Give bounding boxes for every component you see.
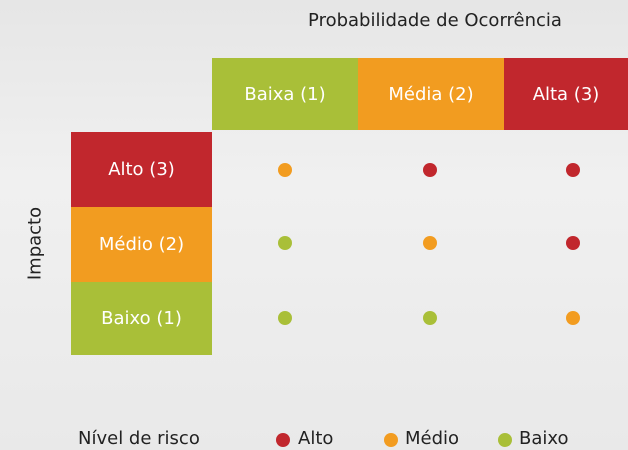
risk-dot — [423, 236, 437, 250]
legend-dot — [384, 433, 398, 447]
risk-dot — [423, 163, 437, 177]
row-header: Médio (2) — [71, 207, 212, 282]
risk-matrix: Probabilidade de Ocorrência Impacto Níve… — [0, 0, 628, 450]
legend-label: Alto — [298, 428, 333, 449]
risk-dot — [566, 236, 580, 250]
axis-label: Impacto — [25, 207, 46, 281]
risk-dot — [278, 236, 292, 250]
legend-dot — [276, 433, 290, 447]
legend-title: Nível de risco — [78, 428, 200, 449]
column-header: Alta (3) — [504, 58, 628, 130]
risk-dot — [423, 311, 437, 325]
column-header: Baixa (1) — [212, 58, 358, 130]
column-header: Média (2) — [358, 58, 504, 130]
legend-dot — [498, 433, 512, 447]
risk-dot — [278, 311, 292, 325]
risk-dot — [566, 311, 580, 325]
legend-label: Médio — [405, 428, 459, 449]
risk-dot — [278, 163, 292, 177]
row-header: Baixo (1) — [71, 282, 212, 355]
risk-dot — [566, 163, 580, 177]
legend-label: Baixo — [519, 428, 569, 449]
row-header: Alto (3) — [71, 132, 212, 207]
matrix-title: Probabilidade de Ocorrência — [252, 10, 618, 31]
